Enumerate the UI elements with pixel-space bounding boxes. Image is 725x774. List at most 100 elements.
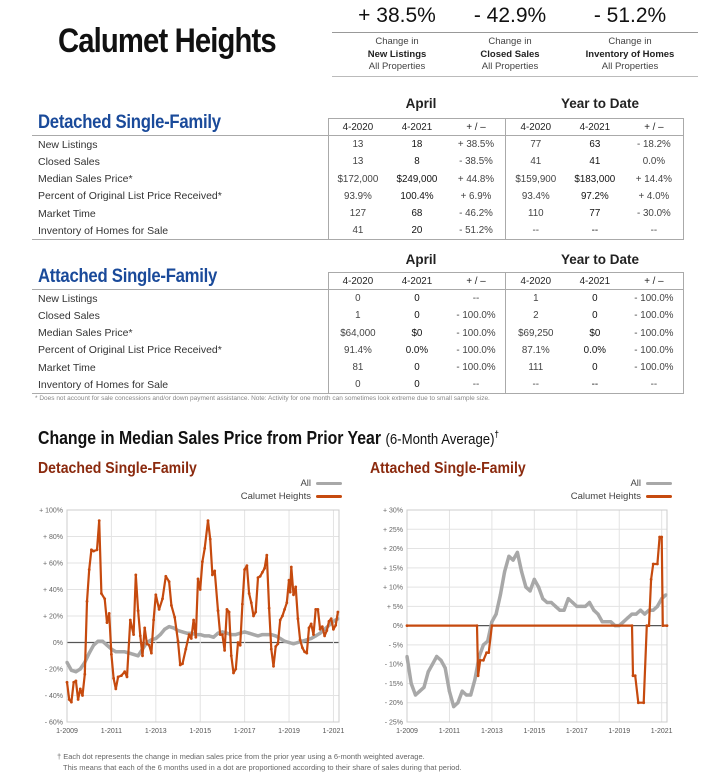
stat-label: Change in	[375, 36, 419, 47]
svg-text:1-2009: 1-2009	[56, 728, 78, 735]
table-cell: - 46.2%	[459, 208, 493, 220]
table-cell: 87.1%	[505, 341, 566, 359]
table-cell: + 44.8%	[457, 173, 495, 185]
table-cell: - 100.0%	[456, 344, 496, 356]
table-cell: - 100.0%	[624, 307, 685, 325]
svg-text:- 10%: - 10%	[385, 662, 403, 669]
table-cell: 77	[589, 208, 601, 220]
table-cell: - 100.0%	[624, 341, 685, 359]
column-header: + / –	[446, 271, 506, 291]
table-cell: 18	[411, 139, 423, 151]
table-row: Percent of Original List Price Received*…	[32, 187, 685, 205]
legend-swatch-all	[316, 482, 342, 485]
table-cell: 0.0%	[583, 344, 606, 356]
svg-text:+ 80%: + 80%	[43, 534, 63, 541]
table-cell: $159,900	[505, 170, 566, 188]
svg-text:- 20%: - 20%	[385, 700, 403, 707]
attached-group-ytd: Year to Date	[560, 252, 640, 267]
svg-text:+ 15%: + 15%	[383, 565, 403, 572]
attached-table: 4-2020 4-2021 + / –4-2020 4-2021 + / – New Li…	[32, 271, 685, 395]
column-header: 4-2021	[387, 271, 447, 291]
table-cell: 13	[327, 135, 388, 154]
table-cell: 100.4%	[400, 190, 434, 202]
table-cell: --	[505, 222, 566, 241]
legend-swatch-local	[316, 495, 342, 498]
stat-metric: New Listings	[367, 48, 427, 60]
table-cell: 41	[327, 222, 388, 241]
column-header: 4-2020	[505, 271, 566, 291]
svg-text:1-2019: 1-2019	[278, 728, 300, 735]
table-cell: - 18.2%	[624, 135, 685, 154]
table-cell: 110	[505, 204, 566, 223]
table-cell: 1	[505, 289, 566, 308]
table-cell: - 38.5%	[459, 156, 493, 168]
table-cell: 0	[327, 289, 388, 308]
table-cell: --	[472, 293, 480, 305]
table-cell: 0	[387, 376, 447, 395]
table-header-row: 4-2020 4-2021 + / –4-2020 4-2021 + / –	[32, 271, 685, 291]
svg-text:- 5%: - 5%	[389, 642, 403, 649]
svg-text:- 60%: - 60%	[45, 720, 63, 727]
series-local-line	[407, 535, 667, 704]
svg-text:1-2009: 1-2009	[396, 728, 418, 735]
column-header: 4-2020	[505, 117, 566, 137]
table-cell: $183,000	[574, 173, 616, 185]
stat-metric: Closed Sales	[480, 48, 540, 60]
svg-text:1-2015: 1-2015	[189, 728, 211, 735]
table-cell: + 4.0%	[624, 187, 685, 205]
table-cell: + 14.4%	[624, 170, 685, 188]
stat-value: - 42.9%	[473, 4, 547, 27]
table-cell: 0	[592, 293, 598, 305]
table-footnote: * Does not account for sale concessions …	[35, 395, 490, 402]
table-cell: - 100.0%	[624, 324, 685, 342]
column-header: + / –	[446, 117, 506, 137]
stats-box-rule	[332, 32, 698, 77]
stat-scope: All Properties	[368, 61, 426, 72]
legend-item-local: Calumet Heights	[530, 490, 672, 503]
table-row: Inventory of Homes for Sale 0 0 -- -- -- --	[32, 376, 685, 395]
table-row: Percent of Original List Price Received*…	[32, 341, 685, 359]
stat-closed-sales: - 42.9% Change in Closed Sales All Prope…	[451, 2, 569, 74]
table-row: Median Sales Price* $64,000 $0 - 100.0% $69,…	[32, 324, 685, 342]
row-label: Closed Sales	[38, 309, 100, 322]
svg-text:+ 20%: + 20%	[383, 546, 403, 553]
svg-text:1-2011: 1-2011	[439, 728, 460, 735]
svg-text:1-2017: 1-2017	[234, 728, 256, 735]
stat-new-listings: + 38.5% Change in New Listings All Prope…	[338, 2, 456, 74]
legend-swatch-all	[646, 482, 672, 485]
column-header: + / –	[624, 271, 685, 291]
column-header: + / –	[624, 117, 685, 137]
svg-text:+ 30%: + 30%	[383, 508, 403, 515]
bottom-note-line2: This means that each of the 6 months use…	[63, 762, 462, 772]
table-cell: 8	[414, 156, 420, 168]
row-label: Median Sales Price*	[38, 173, 133, 186]
stat-metric: Inventory of Homes	[585, 48, 675, 60]
table-cell: - 51.2%	[446, 222, 506, 241]
table-cell: 77	[505, 135, 566, 154]
stat-inventory: - 51.2% Change in Inventory of Homes All…	[571, 2, 689, 74]
svg-text:1-2019: 1-2019	[608, 728, 630, 735]
table-cell: + 6.9%	[460, 190, 492, 202]
table-cell: $172,000	[327, 170, 388, 188]
svg-text:1-2021: 1-2021	[651, 728, 673, 735]
svg-text:1-2015: 1-2015	[523, 728, 545, 735]
table-cell: - 100.0%	[456, 362, 496, 374]
row-label: Inventory of Homes for Sale	[32, 222, 328, 241]
table-row: Market Time 127 68 - 46.2% 110 77 - 30.0%	[32, 204, 685, 223]
table-row: New Listings 0 0 -- 1 0 - 100.0%	[32, 289, 685, 308]
page-title: Calumet Heights	[58, 22, 277, 60]
table-cell: - 100.0%	[456, 310, 496, 322]
svg-text:+ 20%: + 20%	[43, 614, 63, 621]
table-cell: 0	[327, 376, 388, 395]
attached-group-month: April	[405, 252, 437, 267]
table-cell: 0.0%	[624, 153, 685, 171]
table-cell: --	[446, 376, 506, 395]
svg-text:1-2011: 1-2011	[101, 728, 122, 735]
table-cell: $0	[589, 327, 601, 339]
table-cell: 111	[505, 358, 566, 377]
table-cell: - 30.0%	[624, 204, 685, 223]
table-row: Closed Sales 1 0 - 100.0% 2 0 - 100.0%	[32, 307, 685, 325]
charts-heading-sub: (6-Month Average)	[385, 431, 495, 448]
row-label: Market Time	[38, 361, 96, 374]
table-row: Closed Sales 13 8 - 38.5% 41 41 0.0%	[32, 153, 685, 171]
